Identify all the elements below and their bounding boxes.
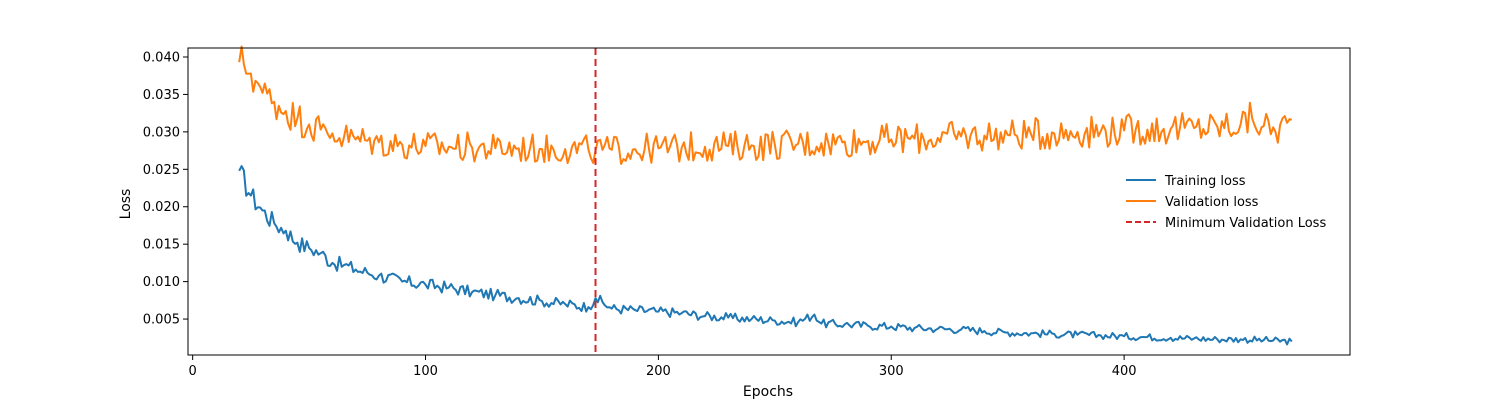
- training-loss-series: [238, 165, 1293, 346]
- x-tick-label: 100: [413, 364, 438, 379]
- y-axis-label: Loss: [118, 189, 134, 220]
- x-axis-label: Epochs: [743, 384, 793, 400]
- validation-loss-series: [238, 45, 1293, 165]
- plot-area: [188, 48, 1350, 355]
- y-axis-ticks: 0.005 0.010 0.015 0.020 0.025 0.030 0.035 0.040: [143, 50, 188, 328]
- y-tick-label: 0.025: [143, 163, 180, 178]
- x-tick-label: 300: [879, 364, 904, 379]
- training-loss-line: [238, 165, 1293, 346]
- y-tick-label: 0.030: [143, 125, 180, 140]
- y-tick-label: 0.040: [143, 50, 180, 65]
- validation-loss-line: [238, 45, 1293, 165]
- axes-border: [187, 47, 1351, 356]
- legend-label-minimum: Minimum Validation Loss: [1165, 216, 1326, 231]
- legend-label-training: Training loss: [1164, 174, 1246, 189]
- plot-background: [188, 48, 1350, 355]
- x-tick-label: 400: [1112, 364, 1137, 379]
- y-tick-label: 0.010: [143, 275, 180, 290]
- y-tick-label: 0.035: [143, 88, 180, 103]
- legend: Training loss Validation loss Minimum Va…: [1126, 174, 1326, 231]
- legend-label-validation: Validation loss: [1165, 195, 1259, 210]
- x-tick-label: 0: [189, 364, 197, 379]
- x-axis-ticks: 0 100 200 300 400: [189, 355, 1137, 379]
- y-tick-label: 0.005: [143, 313, 180, 328]
- axes-frame: [187, 47, 1351, 356]
- y-tick-label: 0.020: [143, 200, 180, 215]
- x-tick-label: 200: [646, 364, 671, 379]
- y-tick-label: 0.015: [143, 238, 180, 253]
